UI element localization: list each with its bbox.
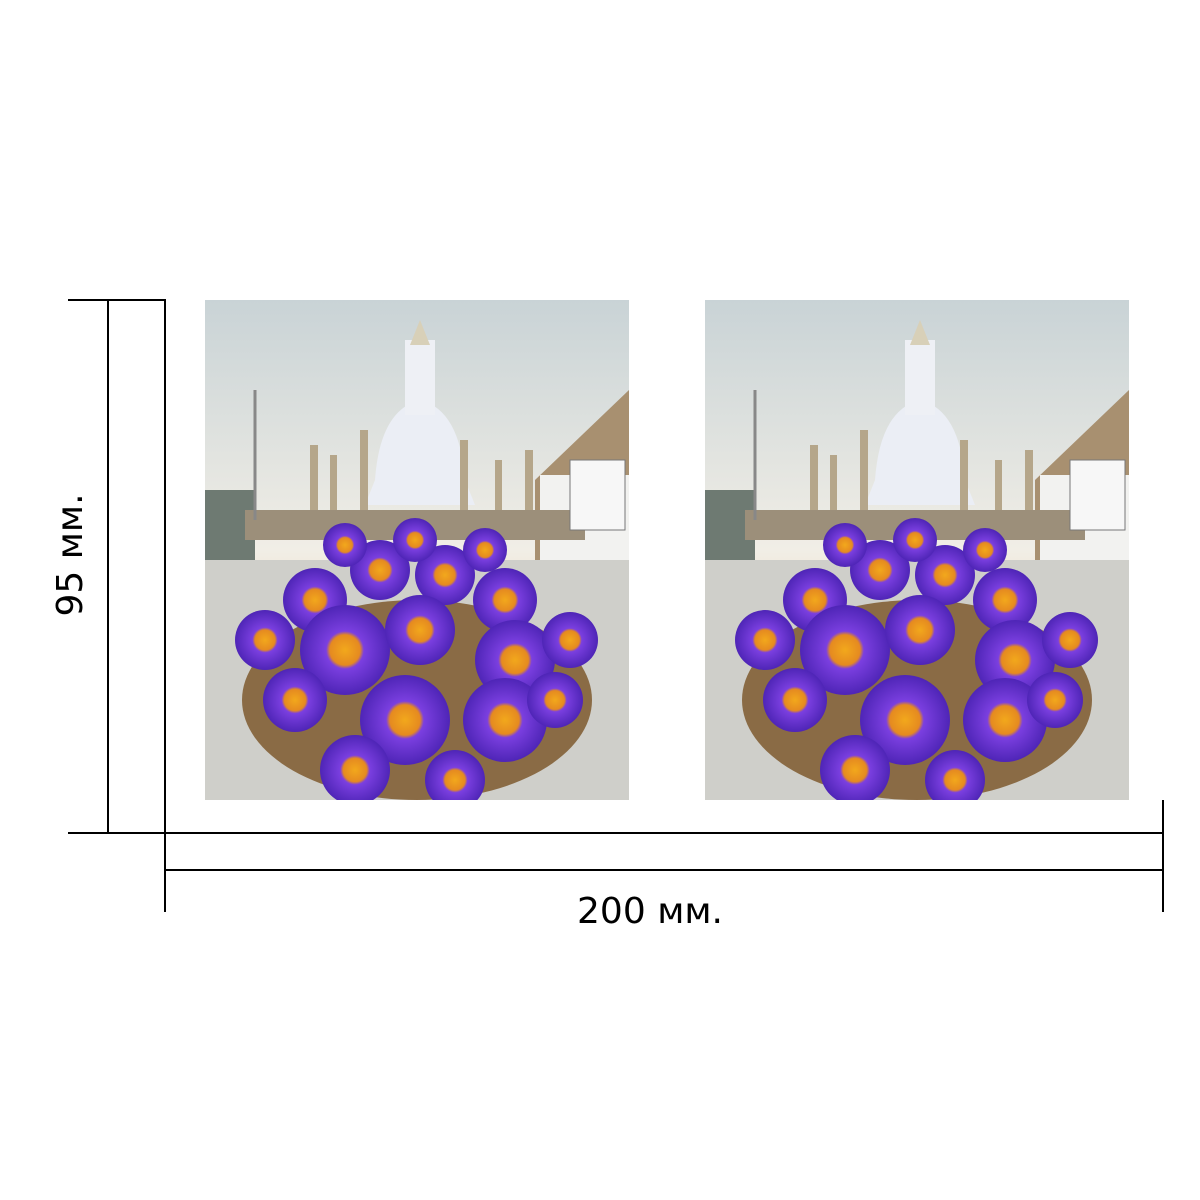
width-dimension: 200 мм. <box>164 800 1164 932</box>
print-image-left <box>205 300 629 800</box>
height-label: 95 мм. <box>50 493 91 616</box>
width-label: 200 мм. <box>577 891 723 932</box>
print-image-right <box>705 300 1129 800</box>
height-dimension: 95 мм. <box>50 299 166 834</box>
